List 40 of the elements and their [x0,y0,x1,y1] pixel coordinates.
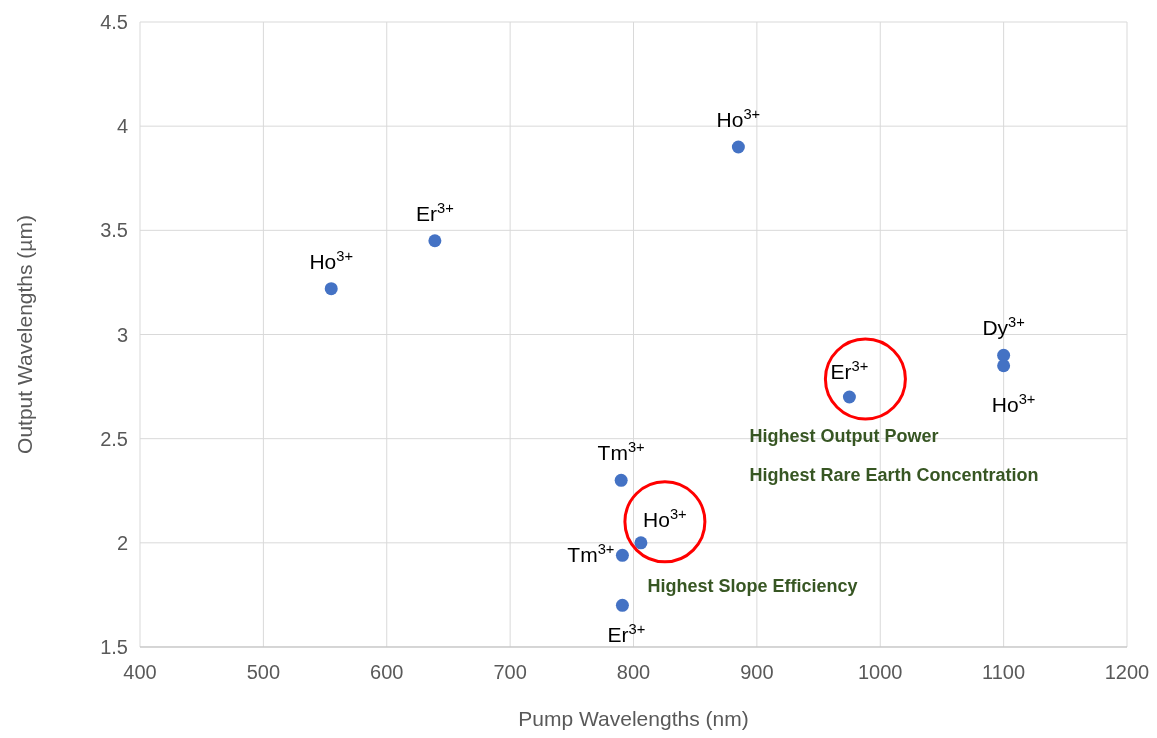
point [842,390,856,404]
annotation: Ho$^{3+}$ [643,505,687,531]
point [324,282,338,296]
y-tick-label: 4 [116,115,128,138]
point [428,234,442,248]
annotation: Er$^{3+}$ [830,358,869,383]
annotation: Highest Output Power [749,426,939,446]
point [614,473,628,487]
x-tick-label: 1200 [1104,661,1150,683]
x-tick-label: 500 [246,661,281,683]
point [731,140,745,154]
point [615,598,629,612]
x-tick-label: 1000 [858,661,903,683]
y-tick-label: 1.5 [100,636,128,658]
x-tick-label: 600 [370,661,404,683]
annotation: Ho$^{3+}$ [716,106,761,131]
x-tick-label: 1100 [982,661,1026,683]
annotation: Highest Rare Earth Concentration [749,465,1039,485]
annotation: Tm$^{3+}$ [597,439,645,465]
y-axis-title: Output Wavelengths (µm) [13,215,36,454]
annotation: Dy$^{3+}$ [982,314,1025,340]
y-tick-label: 3.5 [100,219,128,242]
point [634,536,648,550]
annotation: Ho$^{3+}$ [991,390,1036,416]
annotation: Highest Slope Efficiency [647,576,858,597]
point [997,359,1011,373]
y-tick-label: 3 [116,323,128,346]
x-tick-label: 900 [740,661,774,683]
annotation: Er$^{3+}$ [415,199,454,225]
x-tick-label: 800 [616,661,651,683]
annotation: Ho$^{3+}$ [309,247,354,273]
y-tick-label: 2.5 [100,427,128,450]
x-tick-label: 700 [493,661,527,683]
annotation: Er$^{3+}$ [607,621,646,647]
x-tick-label: 400 [123,661,157,683]
annotation: Tm$^{3+}$ [567,541,615,567]
y-tick-label: 4.5 [100,11,128,33]
y-tick-label: 2 [116,531,128,554]
x-axis-title: Pump Wavelengths (nm) [518,707,749,730]
point [615,548,629,562]
